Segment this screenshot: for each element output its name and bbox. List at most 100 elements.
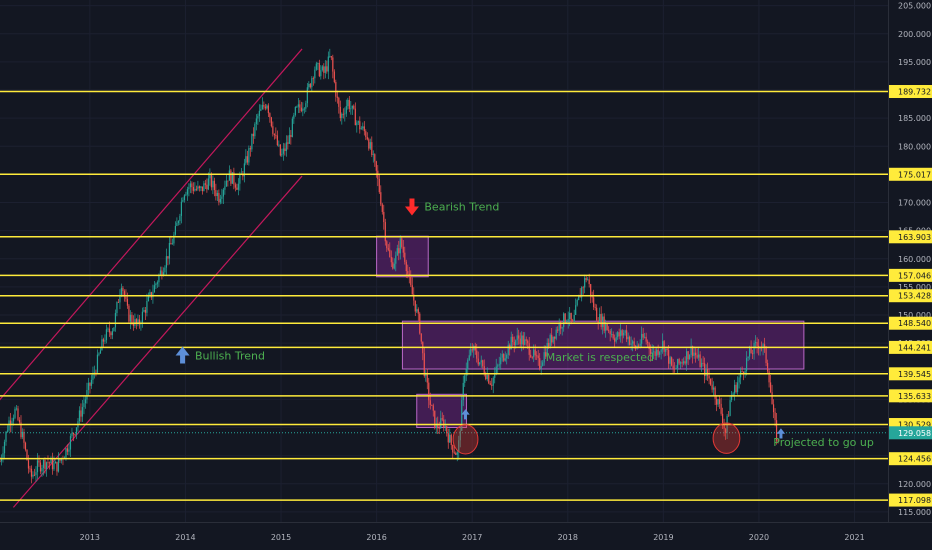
candle-body	[32, 474, 34, 477]
candle-body	[180, 201, 183, 216]
candle-body	[269, 113, 271, 118]
candle-body	[195, 188, 197, 190]
candle-body	[677, 359, 679, 369]
candle-body	[543, 352, 545, 363]
candle-body	[558, 323, 560, 331]
candle-body	[258, 110, 260, 117]
y-tick-label: 185.000	[898, 114, 931, 123]
candle-body	[614, 338, 616, 342]
candle-body	[687, 351, 689, 360]
candle-body	[384, 222, 386, 242]
candle-body	[489, 383, 491, 385]
candle-body	[153, 285, 156, 293]
candle-body	[116, 302, 118, 314]
candle-body	[452, 444, 454, 453]
candle-body	[396, 248, 398, 256]
candle-body	[707, 368, 709, 376]
candle-body	[239, 174, 241, 184]
candle-body	[423, 353, 425, 377]
x-tick-label: 2014	[175, 533, 195, 542]
candle-body	[525, 339, 527, 341]
candle-body	[573, 314, 575, 322]
level-price-tags: 189.732 175.017 163.903 157.046 153.428 148.5…	[889, 85, 932, 507]
candle-body	[99, 350, 102, 354]
candle-body	[215, 190, 217, 197]
candle-body	[438, 428, 440, 429]
candle-body	[416, 309, 418, 312]
candle-body	[402, 246, 404, 253]
candle-body	[92, 372, 94, 380]
candle-body	[480, 360, 482, 363]
candle-body	[686, 351, 688, 364]
candle-body	[201, 186, 203, 192]
candle-body	[644, 336, 646, 338]
candle-body	[641, 333, 643, 344]
candle-body	[218, 192, 220, 203]
level-price-label: 124.456	[898, 455, 931, 464]
candle-body	[39, 462, 42, 472]
candle-body	[766, 362, 769, 372]
candle-body	[527, 340, 529, 344]
candle-body	[278, 144, 280, 146]
candle-body	[390, 256, 392, 263]
current-price-label: 129.058	[898, 429, 931, 438]
candle-body	[465, 369, 467, 376]
candle-body	[189, 183, 191, 188]
candle-body	[59, 458, 61, 461]
x-tick-label: 2017	[462, 533, 482, 542]
candle-body	[698, 354, 700, 358]
candle-body	[471, 349, 473, 351]
candle-body	[503, 354, 505, 361]
level-price-tag	[889, 289, 932, 303]
candle-body	[513, 342, 515, 346]
candle-body	[33, 474, 36, 476]
candle-body	[426, 372, 428, 383]
candle-body	[296, 106, 298, 108]
candle-body	[95, 372, 97, 374]
candle-body	[230, 170, 232, 184]
candle-body	[428, 382, 430, 401]
candle-body	[654, 351, 656, 356]
candle-body	[642, 333, 644, 338]
price-candles	[0, 48, 779, 484]
annotation-text: Bullish Trend	[195, 350, 265, 363]
candle-body	[17, 408, 19, 420]
candle-body	[665, 348, 667, 352]
candle-body	[335, 82, 337, 97]
candle-body	[512, 336, 514, 343]
candle-body	[450, 434, 452, 445]
candle-body	[111, 331, 114, 336]
candle-body	[717, 399, 719, 405]
candle-body	[729, 400, 731, 416]
candle-body	[648, 343, 650, 350]
time-axis[interactable]: 2013 2014 2015 2016 2017 2018 2019 2020 2021	[80, 533, 865, 542]
candle-body	[72, 432, 75, 435]
candle-body	[36, 460, 39, 473]
bottom-ellipse	[712, 422, 741, 454]
candle-body	[368, 139, 370, 149]
y-tick-label: 155.000	[898, 283, 931, 292]
candle-body	[263, 105, 265, 107]
candle-body	[714, 387, 716, 399]
candle-body	[87, 382, 90, 390]
candle-body	[612, 334, 614, 339]
candle-body	[510, 336, 512, 350]
candle-body	[2, 453, 4, 458]
candle-body	[177, 221, 180, 223]
x-tick-label: 2016	[366, 533, 386, 542]
candle-body	[273, 133, 275, 135]
candle-body	[474, 345, 476, 351]
candle-body	[71, 432, 73, 437]
x-tick-label: 2018	[558, 533, 578, 542]
candle-body	[663, 341, 665, 352]
candle-body	[29, 468, 31, 470]
candle-body	[206, 184, 208, 190]
candle-body	[596, 307, 598, 321]
y-tick-label: 180.000	[898, 142, 931, 151]
candle-body	[306, 87, 308, 104]
candle-body	[300, 107, 302, 111]
level-price-tag	[889, 452, 932, 466]
candle-body	[75, 427, 78, 435]
candle-body	[410, 276, 412, 286]
candle-body	[264, 106, 266, 109]
